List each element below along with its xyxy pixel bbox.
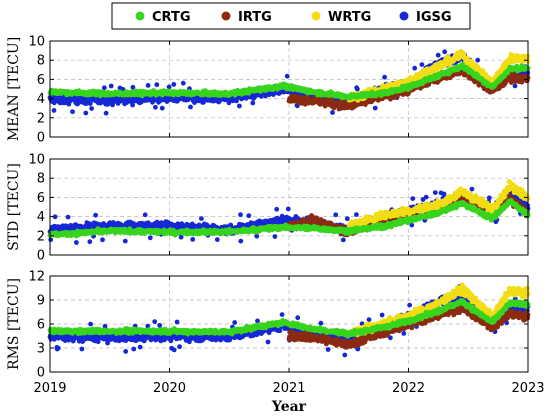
data-point [354,212,359,218]
data-point [432,190,438,196]
data-point [103,110,109,116]
data-point [419,62,425,67]
y-tick-label: 0 [37,131,45,146]
data-point [154,82,160,88]
data-point [130,84,136,90]
data-point [190,237,196,242]
data-point [180,80,186,86]
data-point [330,110,335,115]
data-point [250,100,256,106]
panel-1: 0 2 4 6 8 10 MEAN [TECU] [6,35,531,146]
data-point [74,240,79,245]
data-point [93,212,98,218]
data-point [108,83,114,89]
y-tick-label: 2 [37,111,45,126]
y-tick-label: 10 [28,35,45,50]
data-point [89,106,94,111]
data-point [159,105,165,111]
data-point [254,233,260,239]
data-point [442,49,448,55]
data-point [166,84,172,90]
data-point [475,57,481,63]
data-point [199,216,204,222]
y-axis-label: MEAN [TECU] [6,37,22,141]
data-point [214,237,220,243]
data-point [153,104,158,110]
y-tick-label: 4 [37,92,45,107]
data-point [382,74,387,80]
data-point [410,196,416,202]
data-point [512,83,518,89]
data-point [340,237,346,243]
data-point [51,108,57,113]
data-point [70,109,75,115]
data-point [412,65,418,71]
data-point [122,238,128,244]
legend: CRTG IRTG WRTG IGSG [111,2,471,30]
data-point [344,216,350,222]
y-tick-label: 8 [37,54,45,69]
data-point [272,234,278,239]
data-point [333,212,339,218]
data-point [145,83,151,88]
legend-label-irtg: IRTG [238,10,272,25]
data-point [238,212,243,218]
legend-box [111,2,471,30]
data-point [246,213,252,219]
data-point [147,235,153,241]
data-point [435,52,441,58]
legend-marker-wrtg [311,11,321,21]
data-point [83,110,89,116]
data-point [237,103,242,109]
data-point [285,206,291,212]
legend-label-crtg: CRTG [152,10,191,25]
legend-marker-crtg [135,11,145,21]
data-point [171,82,177,87]
data-point [284,73,290,79]
data-point [101,85,107,91]
legend-label-wrtg: WRTG [328,10,371,25]
y-tick-label: 6 [37,73,45,88]
data-point [188,104,193,110]
data-point [87,239,93,245]
data-point [100,237,105,243]
data-point [274,206,280,212]
data-point [238,238,244,244]
data-point [130,102,136,108]
legend-label-igsg: IGSG [416,10,452,25]
data-point [441,191,447,197]
legend-marker-irtg [221,11,231,21]
data-point [372,105,378,111]
data-point [65,214,71,220]
data-point [142,212,148,218]
legend-marker-igsg [399,11,409,21]
data-point [110,102,115,108]
data-point [355,86,360,92]
data-point [423,194,429,200]
data-points [47,49,531,116]
